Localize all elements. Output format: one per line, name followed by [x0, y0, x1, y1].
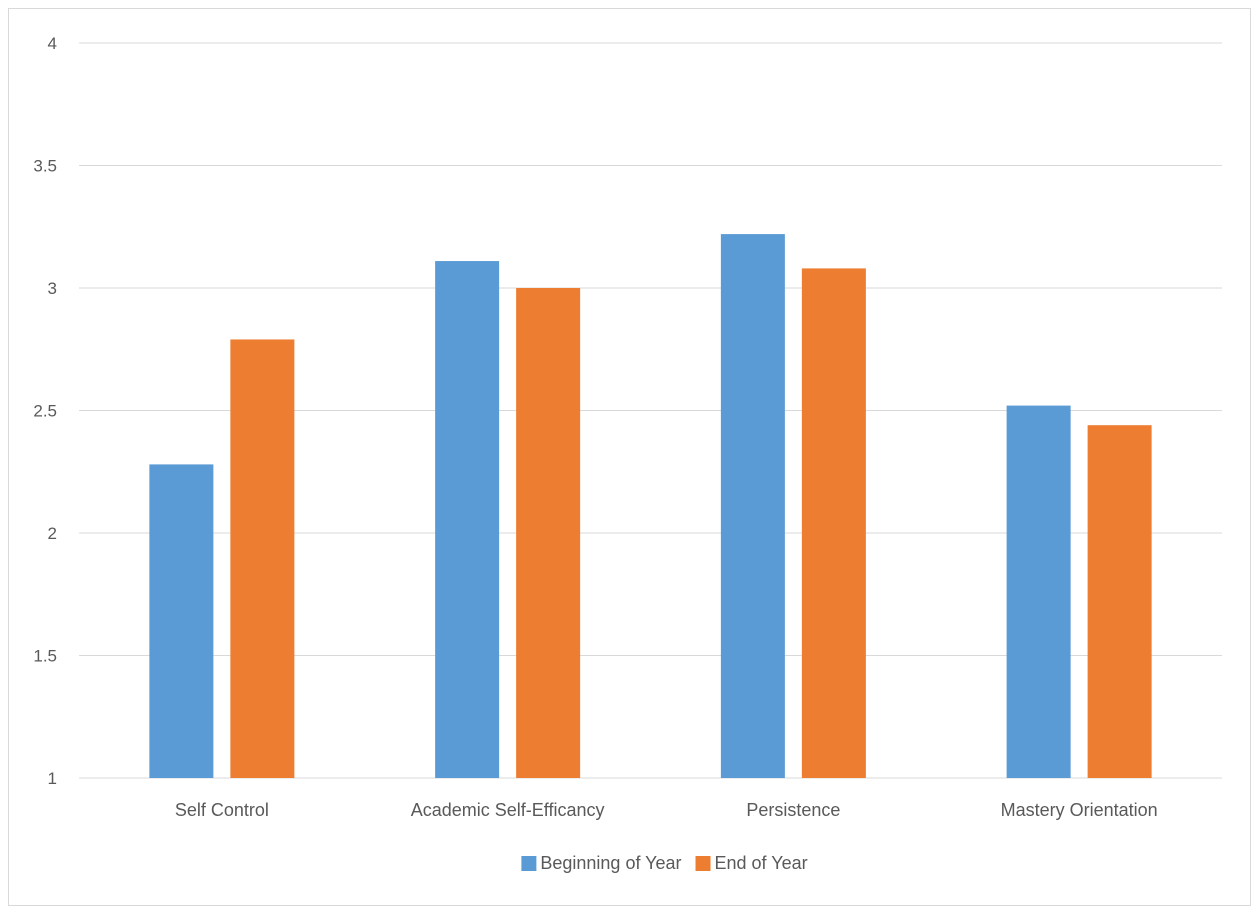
bar-end-of-year: [516, 288, 581, 778]
chart-frame: 1 1.5 2 2.5 3 3.5 4 Self Control Academic Self-…: [8, 8, 1251, 906]
bar-end-of-year: [801, 268, 866, 778]
x-tick-label: Academic Self-Efficancy: [411, 800, 605, 820]
y-tick-label: 2: [48, 524, 57, 543]
legend-label-beginning-of-year: Beginning of Year: [540, 853, 681, 873]
legend-swatch-beginning-of-year: [521, 856, 537, 871]
bar-chart: 1 1.5 2 2.5 3 3.5 4 Self Control Academic Self-…: [33, 34, 1222, 873]
legend-label-end-of-year: End of Year: [715, 853, 808, 873]
bars: [149, 234, 1152, 779]
y-tick-label: 1: [48, 769, 57, 788]
legend-swatch-end-of-year: [695, 856, 711, 871]
bar-end-of-year: [1087, 425, 1152, 778]
bar-beginning-of-year: [149, 464, 214, 778]
y-tick-label: 3.5: [33, 157, 57, 176]
y-axis-ticks: 1 1.5 2 2.5 3 3.5 4: [33, 34, 57, 788]
bar-beginning-of-year: [435, 261, 500, 778]
y-tick-label: 1.5: [33, 647, 57, 666]
y-tick-label: 2.5: [33, 402, 57, 421]
y-tick-label: 4: [48, 34, 57, 53]
legend: Beginning of Year End of Year: [521, 853, 808, 873]
x-axis-ticks: Self Control Academic Self-Efficancy Persi…: [175, 800, 1158, 820]
y-tick-label: 3: [48, 279, 57, 298]
bar-beginning-of-year: [1006, 405, 1071, 778]
bar-beginning-of-year: [720, 234, 785, 779]
x-tick-label: Persistence: [746, 800, 840, 820]
x-tick-label: Mastery Orientation: [1001, 800, 1158, 820]
x-tick-label: Self Control: [175, 800, 269, 820]
bar-end-of-year: [230, 339, 295, 778]
